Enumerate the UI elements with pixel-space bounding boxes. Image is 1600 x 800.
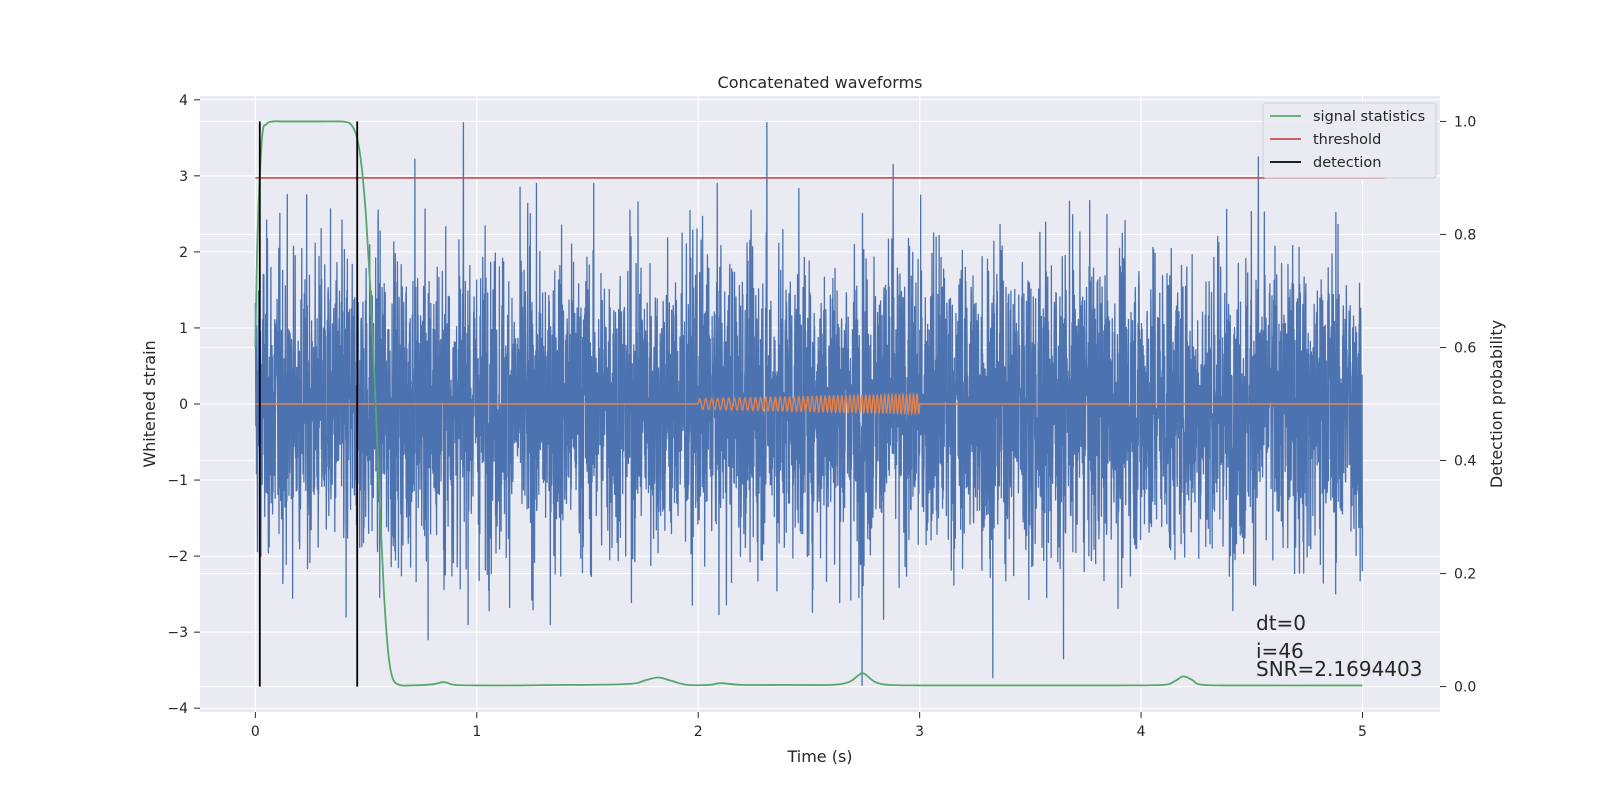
- x-tick-label: 0: [251, 724, 260, 740]
- y-tick-label: 0: [179, 397, 188, 413]
- legend-label-signal-statistics: signal statistics: [1313, 109, 1425, 125]
- x-tick-label: 3: [915, 724, 924, 740]
- y-right-tick-label: 0.2: [1454, 567, 1476, 583]
- y-axis-right-label: Detection probability: [1487, 320, 1506, 488]
- y-right-tick-label: 1.0: [1454, 114, 1476, 130]
- x-tick-label: 2: [694, 724, 703, 740]
- y-axis-label: Whitened strain: [140, 340, 159, 467]
- y-tick-label: 2: [179, 245, 188, 261]
- x-tick-label: 5: [1358, 724, 1367, 740]
- y-right-tick-label: 0.6: [1454, 340, 1476, 356]
- y-tick-label: 3: [179, 169, 188, 185]
- signal-statistics-line: [254, 120, 1363, 687]
- x-tick-label: 4: [1137, 724, 1146, 740]
- plot-marks: [254, 120, 1385, 687]
- template-waveform-line: [255, 391, 1363, 417]
- annotation-snr: SNR=2.1694403: [1256, 657, 1422, 681]
- x-axis-label: Time (s): [786, 747, 852, 766]
- y-tick-label: 1: [179, 321, 188, 337]
- y-tick-label: −4: [167, 701, 188, 717]
- y-tick-label: −1: [167, 473, 188, 489]
- y-right-tick-label: 0.8: [1454, 227, 1476, 243]
- legend-label-detection: detection: [1313, 155, 1381, 171]
- ticks: 0 1 2 3 4 5 −4 −3 −2 −1 0 1 2 3 4 0.0 0.2 0.4 0.6 0.8 1.0: [167, 93, 1476, 740]
- annotation-dt: dt=0: [1256, 611, 1306, 635]
- x-tick-label: 1: [472, 724, 481, 740]
- y-tick-label: −3: [167, 625, 188, 641]
- y-tick-label: −2: [167, 549, 188, 565]
- chart-title: Concatenated waveforms: [718, 73, 923, 92]
- legend-box: [1262, 102, 1437, 179]
- legend: signal statistics threshold detection: [1262, 102, 1437, 179]
- legend-label-threshold: threshold: [1313, 132, 1381, 148]
- y-right-tick-label: 0.4: [1454, 454, 1476, 470]
- whitened-strain-line: [254, 121, 1364, 687]
- annotation-i: i=46: [1256, 639, 1304, 663]
- y-right-tick-label: 0.0: [1454, 680, 1476, 696]
- y-tick-label: 4: [179, 93, 188, 109]
